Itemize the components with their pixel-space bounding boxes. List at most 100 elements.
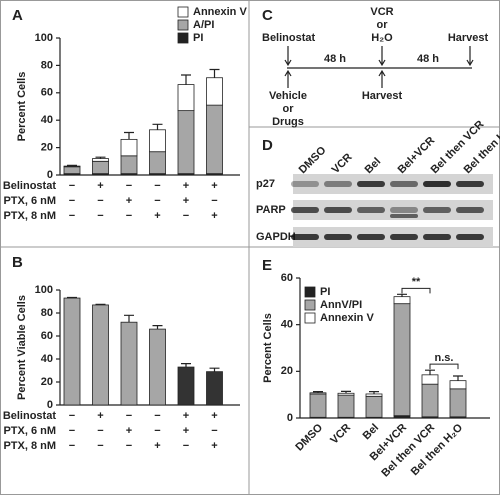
timeline-label: Drugs [272, 116, 304, 128]
bar-segment [177, 84, 195, 112]
condition-label: PTX, 8 nM [3, 210, 56, 222]
condition-sign: − [69, 440, 75, 452]
error-bar [397, 293, 407, 297]
blot-band [357, 234, 385, 240]
timeline-label: Belinostat [262, 32, 316, 44]
y-tick-label: 0 [287, 412, 293, 424]
bar-segment [120, 155, 138, 175]
error-bar [95, 303, 106, 305]
legend-label: A/PI [193, 19, 214, 31]
bar-segment [149, 151, 166, 175]
bar-segment [449, 380, 467, 390]
y-tick-label: 60 [281, 272, 293, 284]
timeline-label: Harvest [448, 32, 489, 44]
blot-band [291, 181, 319, 187]
bar-segment [206, 104, 223, 175]
condition-sign: − [69, 210, 75, 222]
x-tick-label: Bel [361, 422, 382, 443]
blot-band [390, 214, 418, 218]
blot-band [423, 181, 451, 187]
condition-sign: − [154, 425, 160, 437]
blot-band [423, 207, 451, 213]
timeline-label: VCR [370, 6, 393, 18]
bar-segment [120, 138, 138, 157]
timeline: C Belinostat VCR or H₂O Harvest 48 h 48 … [262, 6, 489, 128]
bar-segment [63, 165, 81, 168]
bar [206, 371, 223, 406]
condition-sign: − [211, 425, 217, 437]
blot-row-label: PARP [256, 204, 286, 216]
condition-sign: + [97, 180, 103, 192]
bar-segment [421, 383, 439, 418]
condition-sign: − [154, 410, 160, 422]
legend-label: Annexin V [193, 6, 247, 18]
error-bar [124, 131, 134, 140]
significance-bracket [429, 363, 459, 370]
condition-sign: + [126, 195, 132, 207]
lane-label: DMSO [297, 144, 329, 176]
condition-sign: + [211, 210, 217, 222]
significance-label: n.s. [435, 352, 454, 364]
timeline-arrows [284, 46, 474, 88]
interval-label: 48 h [417, 53, 439, 65]
condition-sign: − [97, 440, 103, 452]
condition-sign: + [211, 180, 217, 192]
condition-label: Belinostat [3, 410, 57, 422]
panel-letter: D [262, 137, 273, 154]
bar-segment [149, 129, 166, 153]
condition-sign: − [154, 195, 160, 207]
bar-segment [206, 77, 223, 106]
lane-label: Bel [363, 156, 384, 177]
y-tick-label: 60 [41, 87, 53, 99]
error-bar [209, 367, 220, 372]
condition-sign: + [211, 440, 217, 452]
condition-sign: − [154, 180, 160, 192]
error-bar [152, 123, 163, 130]
y-tick-label: 20 [41, 376, 53, 388]
y-tick-label: 80 [41, 59, 53, 71]
error-bar [369, 391, 379, 394]
bar [177, 366, 195, 406]
bar-segment [393, 303, 411, 417]
significance-label: ** [412, 276, 421, 288]
legend-label: PI [320, 286, 330, 298]
legend-swatch [304, 299, 316, 311]
error-bar [425, 369, 435, 375]
y-tick-label: 40 [281, 319, 293, 331]
panel-letter: B [12, 254, 23, 271]
y-tick-label: 80 [41, 307, 53, 319]
y-tick-label: 100 [35, 284, 53, 296]
timeline-label: or [377, 19, 389, 31]
blot-band [456, 181, 484, 187]
condition-sign: + [183, 425, 189, 437]
error-bar [124, 314, 134, 323]
condition-sign: − [211, 195, 217, 207]
legend-label: Annexin V [320, 312, 374, 324]
condition-label: PTX, 6 nM [3, 425, 56, 437]
condition-sign: + [211, 410, 217, 422]
error-bar [453, 375, 463, 381]
interval-label: 48 h [324, 53, 346, 65]
blot-band [423, 234, 451, 240]
timeline-label: Vehicle [269, 90, 307, 102]
condition-sign: + [183, 410, 189, 422]
error-bar [95, 156, 106, 159]
condition-sign: − [126, 180, 132, 192]
bar [120, 321, 138, 406]
y-axis-label: Percent Viable Cells [16, 295, 28, 400]
bar-segment [92, 158, 109, 162]
bar-segment [421, 374, 439, 385]
bar-segment [337, 392, 355, 396]
lane-label: VCR [330, 151, 355, 176]
y-tick-label: 20 [281, 365, 293, 377]
blot-band [291, 234, 319, 240]
condition-label: PTX, 8 nM [3, 440, 56, 452]
y-tick-label: 100 [35, 32, 53, 44]
x-tick-label: DMSO [293, 421, 325, 453]
condition-sign: + [97, 410, 103, 422]
bar-segment [309, 393, 327, 418]
bar-segment [177, 110, 195, 175]
bar-segment [449, 388, 467, 418]
blot-band [456, 207, 484, 213]
bar-segment [393, 296, 411, 305]
